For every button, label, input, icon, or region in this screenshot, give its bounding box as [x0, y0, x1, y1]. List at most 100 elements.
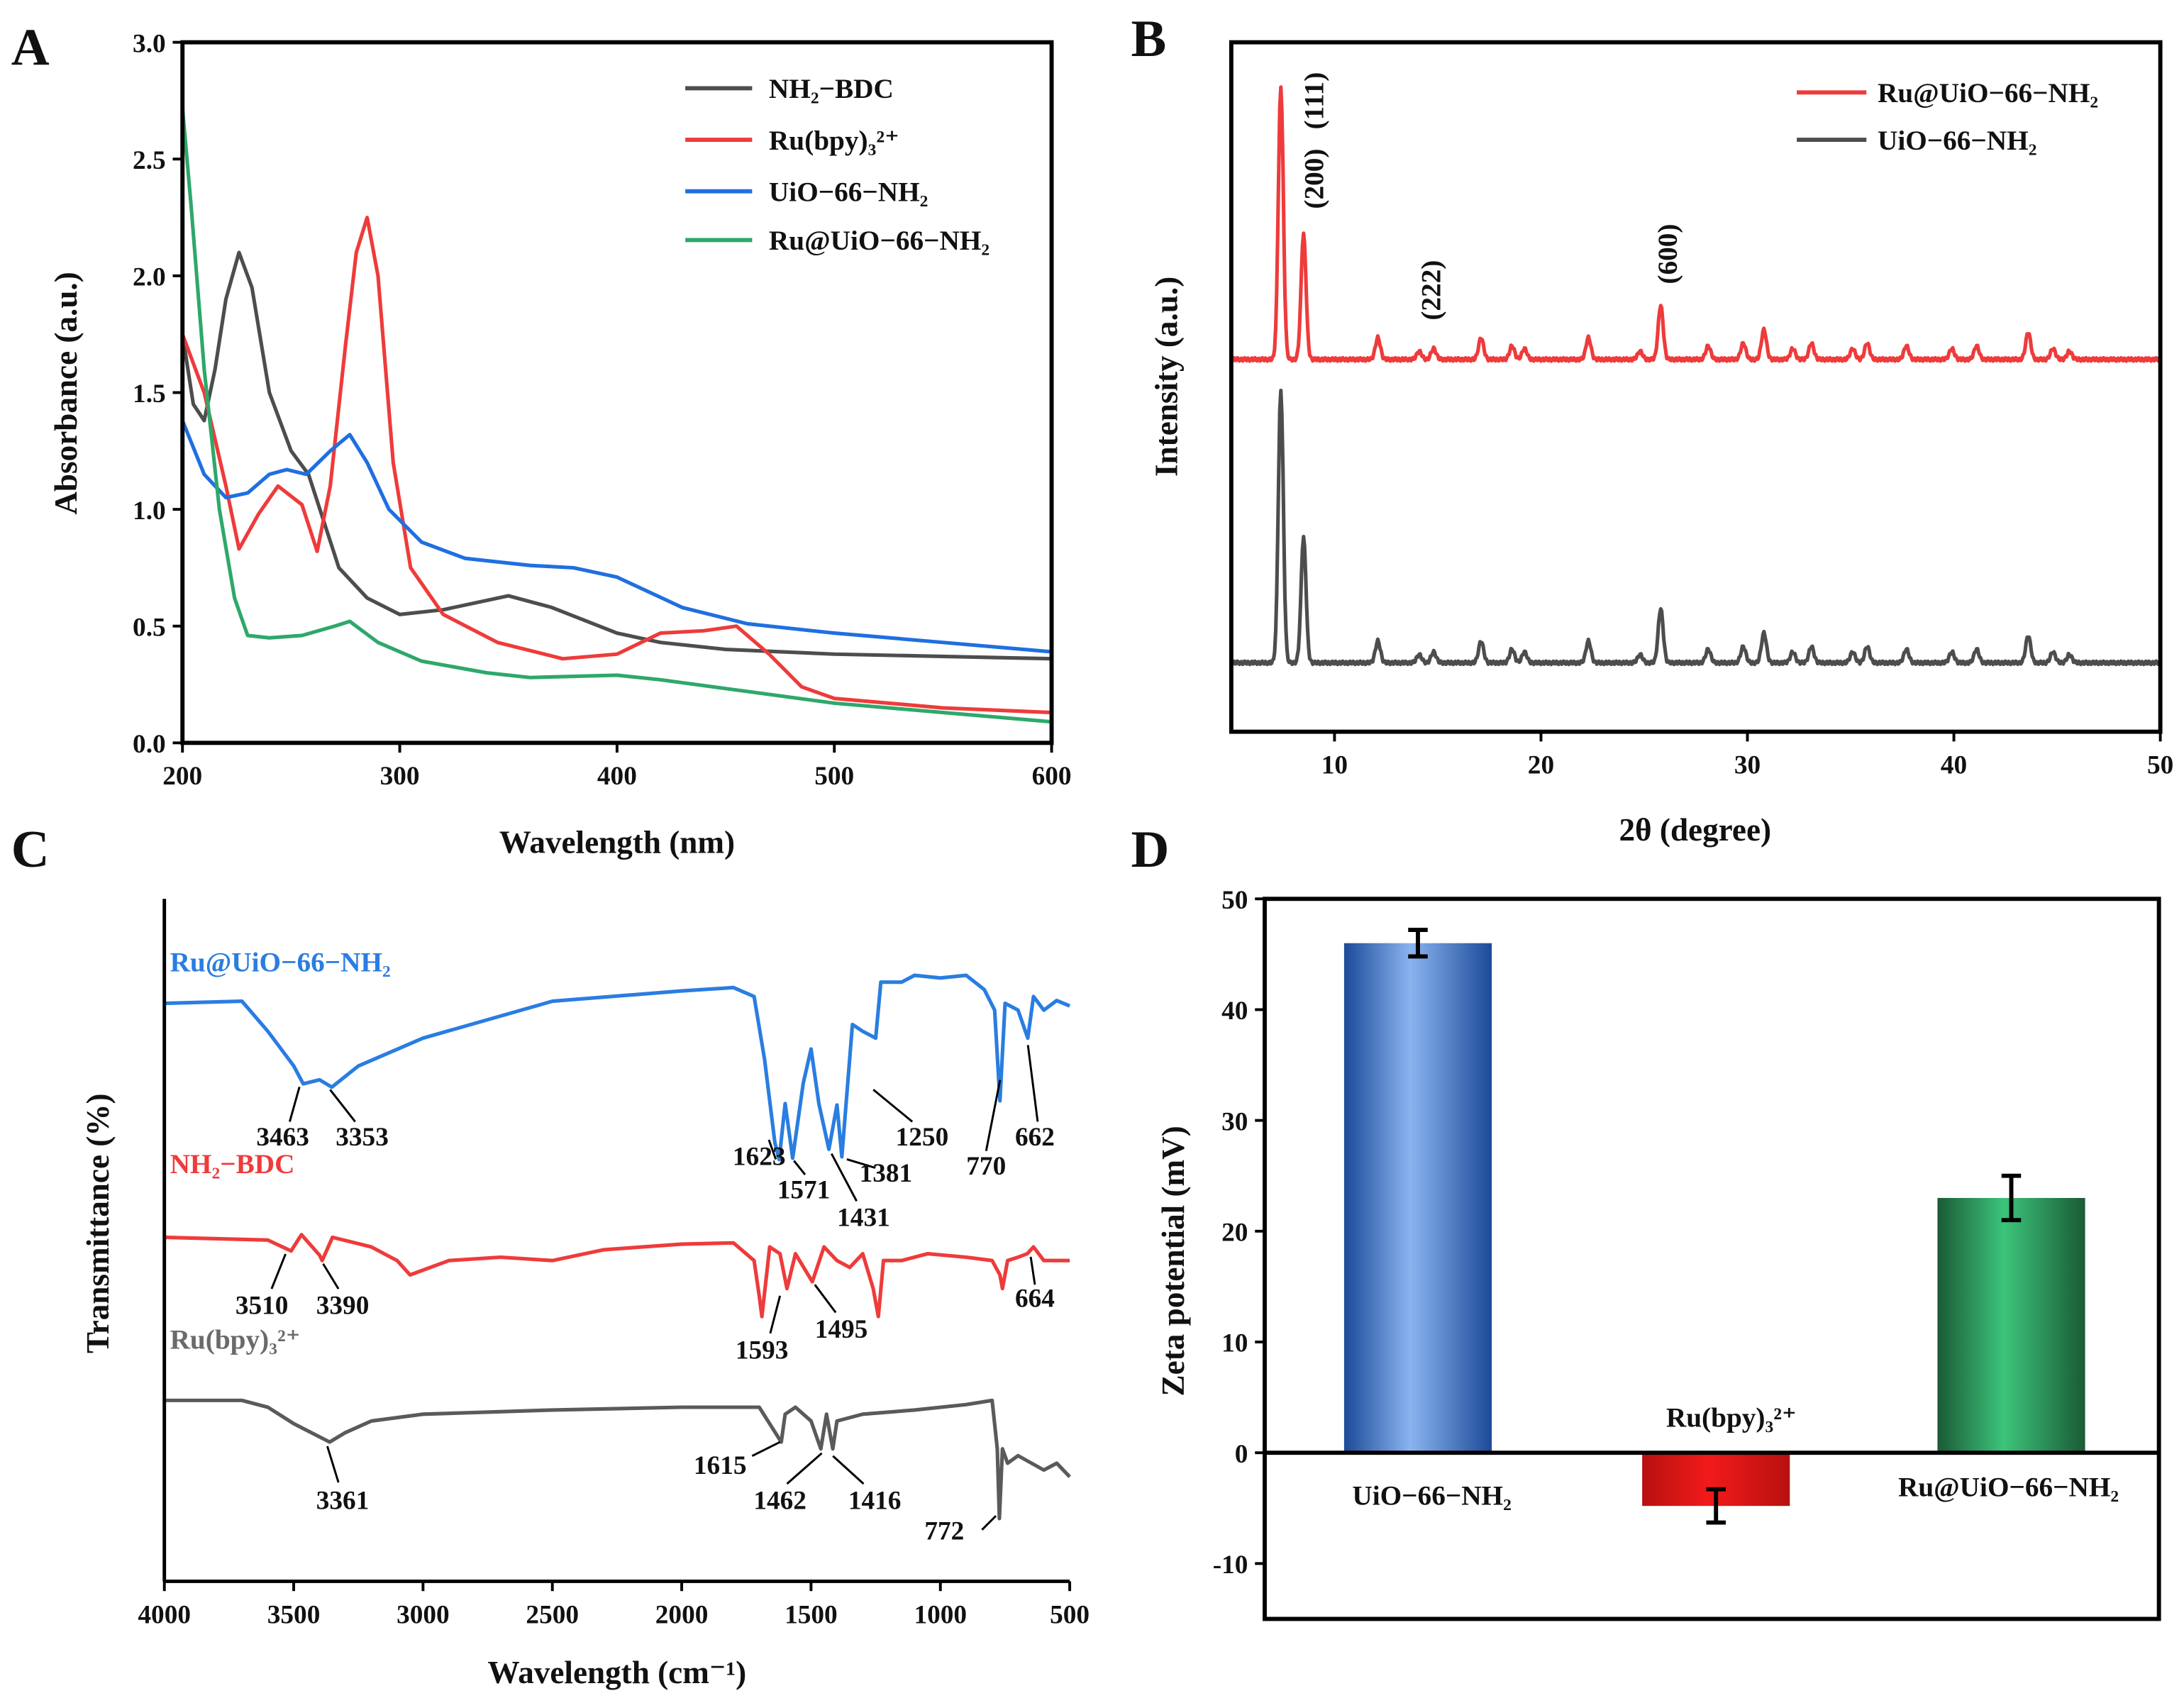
panel-c-xlabel: Wavelength (cm⁻¹) [488, 1655, 747, 1690]
panel-d-ylabel: Zeta potential (mV) [1155, 1126, 1191, 1396]
ftir-peak-label: 3510 [235, 1291, 289, 1320]
ftir-peak-label: 3361 [316, 1486, 370, 1515]
zeta-bar [1937, 1197, 2085, 1453]
ftir-annotation-leader [786, 1452, 823, 1485]
ftir-annotation-leader [846, 1158, 875, 1169]
bar-category-label: UiO−66−NH₂ [1352, 1480, 1512, 1511]
panel-c-series-label: Ru@UiO−66−NH₂ [170, 947, 391, 977]
ftir-annotation-leader [289, 1086, 301, 1122]
y-tick-label: 2.0 [133, 263, 166, 292]
bar-category-label: Ru@UiO−66−NH₂ [1898, 1472, 2119, 1503]
zeta-bar [1343, 943, 1492, 1453]
x-tick-label: 400 [597, 762, 637, 791]
y-tick-label: 0.5 [133, 613, 166, 642]
x-tick-label: 3000 [397, 1600, 450, 1629]
panel-b-legend: Ru@UiO−66−NH₂ UiO−66−NH₂ [1797, 78, 2098, 156]
ftir-peak-label: 1593 [736, 1336, 789, 1365]
x-tick-label: 1500 [785, 1600, 838, 1629]
legend-label: NH₂−BDC [769, 74, 894, 104]
ftir-annotation-leader [270, 1253, 287, 1289]
x-tick-label: 50 [2147, 751, 2173, 780]
x-tick-label: 40 [1941, 751, 1967, 780]
ftir-annotation-leader [322, 1263, 340, 1289]
ftir-annotation-leader [1026, 1045, 1039, 1122]
ftir-peak-label: 3390 [316, 1291, 370, 1320]
ftir-series-line [164, 973, 1071, 1162]
legend-label: UiO−66−NH₂ [769, 177, 928, 207]
panel-b-xlabel: 2θ (degree) [1619, 812, 1771, 848]
ftir-peak-label: 664 [1015, 1285, 1055, 1314]
panel-a-ylabel: Absorbance (a.u.) [48, 272, 84, 514]
ftir-annotation-leader [329, 1089, 356, 1123]
y-tick-label: 2.5 [133, 146, 166, 175]
ftir-annotation-leader [981, 1515, 997, 1531]
panel-c-series-label: Ru(bpy)₃²⁺ [170, 1325, 301, 1355]
y-tick-label: 20 [1221, 1219, 1248, 1248]
ftir-annotation-leader [814, 1284, 837, 1314]
ftir-annotation-leader [872, 1089, 914, 1123]
ftir-peak-label: 1250 [896, 1123, 949, 1152]
ftir-annotation-leader [767, 1139, 777, 1160]
y-tick-label: 1.5 [133, 379, 166, 409]
x-tick-label: 20 [1528, 751, 1554, 780]
ftir-annotation-leader [326, 1446, 340, 1483]
y-tick-label: 10 [1221, 1329, 1248, 1358]
panel-b-ylabel: Intensity (a.u.) [1148, 277, 1184, 477]
ftir-annotation-leader [793, 1160, 806, 1175]
x-tick-label: 30 [1734, 751, 1761, 780]
x-tick-label: 2500 [526, 1600, 579, 1629]
ftir-peak-label: 3353 [336, 1123, 389, 1152]
y-tick-label: -10 [1213, 1551, 1248, 1580]
y-tick-label: 3.0 [133, 29, 166, 58]
legend-label: Ru(bpy)₃²⁺ [769, 126, 899, 156]
x-tick-label: 1000 [914, 1600, 967, 1629]
panel-d-frame [1263, 897, 2161, 1621]
ftir-series-line [164, 1233, 1070, 1319]
ftir-peak-label: 770 [966, 1152, 1006, 1181]
x-tick-label: 500 [814, 762, 854, 791]
legend-label: UiO−66−NH₂ [1878, 126, 2036, 156]
xrd-series-line [1229, 388, 2161, 667]
ftir-peak-label: 3463 [256, 1123, 309, 1152]
ftir-peak-label: 1431 [837, 1204, 890, 1233]
y-tick-label: 30 [1221, 1107, 1248, 1136]
uvvis-series-line [180, 107, 1052, 724]
ftir-annotation-leader [1029, 1256, 1036, 1285]
ftir-peak-label: 1381 [860, 1159, 913, 1188]
y-tick-label: 50 [1221, 886, 1248, 915]
panel-label-a: A [11, 18, 50, 77]
uvvis-series-line [180, 216, 1052, 715]
panel-a-xlabel: Wavelength (nm) [499, 824, 735, 860]
panel-c-series-label: NH₂−BDC [170, 1149, 295, 1180]
uvvis-series-line [180, 419, 1052, 654]
x-tick-label: 2000 [655, 1600, 709, 1629]
ftir-peak-label: 1416 [848, 1486, 902, 1515]
y-tick-label: 1.0 [133, 497, 166, 526]
x-tick-label: 200 [162, 762, 202, 791]
y-tick-label: 0.0 [133, 730, 166, 759]
ftir-peak-label: 662 [1015, 1123, 1055, 1152]
y-tick-label: 40 [1221, 997, 1248, 1026]
ftir-annotation-leader [751, 1441, 781, 1458]
panel-b-frame [1229, 40, 2163, 734]
panel-label-b: B [1131, 10, 1166, 68]
x-tick-label: 500 [1050, 1600, 1090, 1629]
bar-category-label: Ru(bpy)₃²⁺ [1666, 1402, 1797, 1433]
x-tick-label: 600 [1032, 762, 1072, 791]
uvvis-series-line [180, 250, 1052, 661]
ftir-peak-label: 1571 [777, 1175, 831, 1204]
xrd-peak-label: (222) [1416, 260, 1446, 321]
ftir-peak-label: 1615 [694, 1451, 747, 1480]
ftir-annotation-leader [769, 1295, 782, 1334]
ftir-peak-label: 1495 [815, 1315, 868, 1344]
panel-c-ylabel: Transmittance (%) [80, 1093, 116, 1353]
x-tick-label: 300 [380, 762, 420, 791]
panel-a-legend: NH₂−BDC Ru(bpy)₃²⁺ UiO−66−NH₂ Ru@UiO−66−… [685, 74, 990, 256]
xrd-peak-label: (111) [1299, 72, 1329, 130]
x-tick-label: 10 [1321, 751, 1348, 780]
panel-label-c: C [11, 821, 50, 879]
xrd-peak-label: (200) [1299, 149, 1329, 209]
ftir-series-line [164, 1398, 1071, 1521]
ftir-peak-label: 1462 [753, 1486, 806, 1515]
ftir-peak-label: 772 [924, 1517, 964, 1546]
